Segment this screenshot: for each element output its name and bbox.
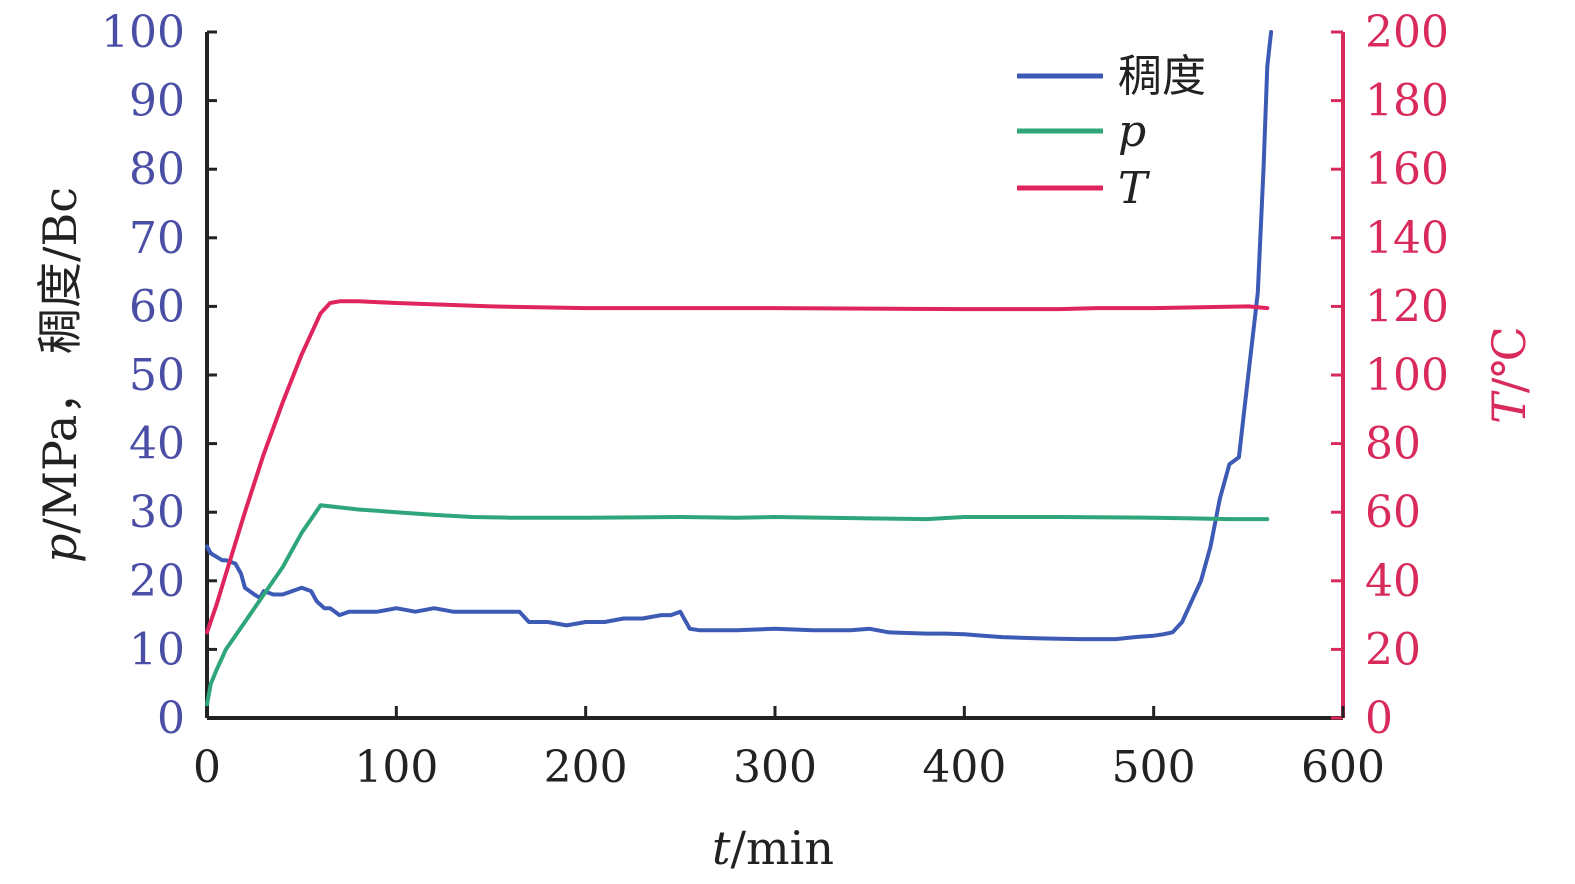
pressure-series-line bbox=[205, 503, 1270, 707]
left-y-axis-title-symbol: p bbox=[33, 534, 87, 563]
left-y-tick-label: 40 bbox=[129, 419, 185, 470]
x-axis-title: t/min bbox=[712, 821, 834, 875]
left-y-tick-label: 100 bbox=[101, 7, 185, 58]
x-tick-label: 200 bbox=[544, 742, 628, 793]
legend-label-consistency: 稠度 bbox=[1118, 51, 1206, 102]
right-y-axis-title-symbol: T bbox=[1482, 390, 1536, 424]
legend-label-temperature: T bbox=[1118, 163, 1151, 214]
right-y-tick-label: 20 bbox=[1365, 624, 1421, 675]
x-tick-label: 100 bbox=[354, 742, 438, 793]
axes-layer: 0 10 20 30 40 50 60 70 80 90 100 0 20 40 60 80 100 120 140… bbox=[101, 7, 1449, 793]
right-y-tick-label: 0 bbox=[1365, 693, 1393, 744]
left-y-axis-title: p/MPa， 稠度/Bc bbox=[33, 187, 87, 563]
temperature-series-line bbox=[205, 299, 1270, 635]
x-axis-title-symbol: t bbox=[712, 821, 731, 875]
left-y-tick-label: 60 bbox=[129, 281, 185, 332]
right-y-tick-label: 80 bbox=[1365, 419, 1421, 470]
right-y-tick-label: 200 bbox=[1365, 7, 1449, 58]
right-y-tick-label: 60 bbox=[1365, 487, 1421, 538]
legend-label-pressure: p bbox=[1118, 106, 1146, 157]
left-y-tick-label: 20 bbox=[129, 556, 185, 607]
right-y-tick-label: 40 bbox=[1365, 556, 1421, 607]
left-y-tick-label: 10 bbox=[129, 624, 185, 675]
x-tick-label: 0 bbox=[193, 742, 221, 793]
left-y-tick-label: 0 bbox=[157, 693, 185, 744]
right-y-tick-label: 120 bbox=[1365, 281, 1449, 332]
x-axis-title-unit: /min bbox=[731, 821, 834, 875]
left-y-tick-label: 70 bbox=[129, 213, 185, 264]
left-y-tick-label: 30 bbox=[129, 487, 185, 538]
x-tick-label: 500 bbox=[1112, 742, 1196, 793]
left-y-tick-label: 90 bbox=[129, 76, 185, 127]
left-y-axis-title-units: /MPa， 稠度/Bc bbox=[33, 187, 87, 534]
right-y-tick-label: 140 bbox=[1365, 213, 1449, 264]
right-y-axis-title: T/℃ bbox=[1482, 326, 1536, 424]
x-tick-label: 400 bbox=[922, 742, 1006, 793]
right-y-tick-label: 180 bbox=[1365, 76, 1449, 127]
series-layer bbox=[205, 30, 1274, 707]
right-y-axis-title-unit: /℃ bbox=[1482, 326, 1536, 393]
left-y-tick-label: 50 bbox=[129, 350, 185, 401]
consistency-series-line bbox=[205, 30, 1274, 642]
left-y-tick-label: 80 bbox=[129, 144, 185, 195]
x-tick-label: 300 bbox=[733, 742, 817, 793]
right-y-tick-label: 100 bbox=[1365, 350, 1449, 401]
right-y-tick-label: 160 bbox=[1365, 144, 1449, 195]
x-tick-label: 600 bbox=[1301, 742, 1385, 793]
